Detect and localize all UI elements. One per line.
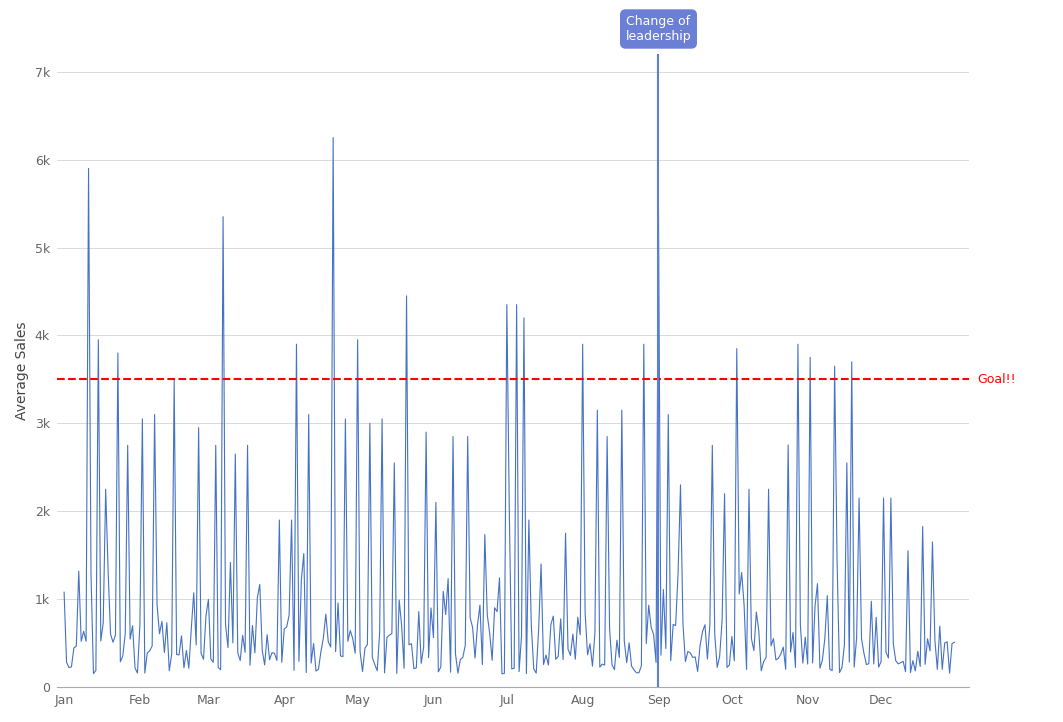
Text: Goal!!: Goal!!: [978, 373, 1016, 386]
Text: Change of
leadership: Change of leadership: [626, 15, 691, 43]
Y-axis label: Average Sales: Average Sales: [15, 321, 29, 419]
